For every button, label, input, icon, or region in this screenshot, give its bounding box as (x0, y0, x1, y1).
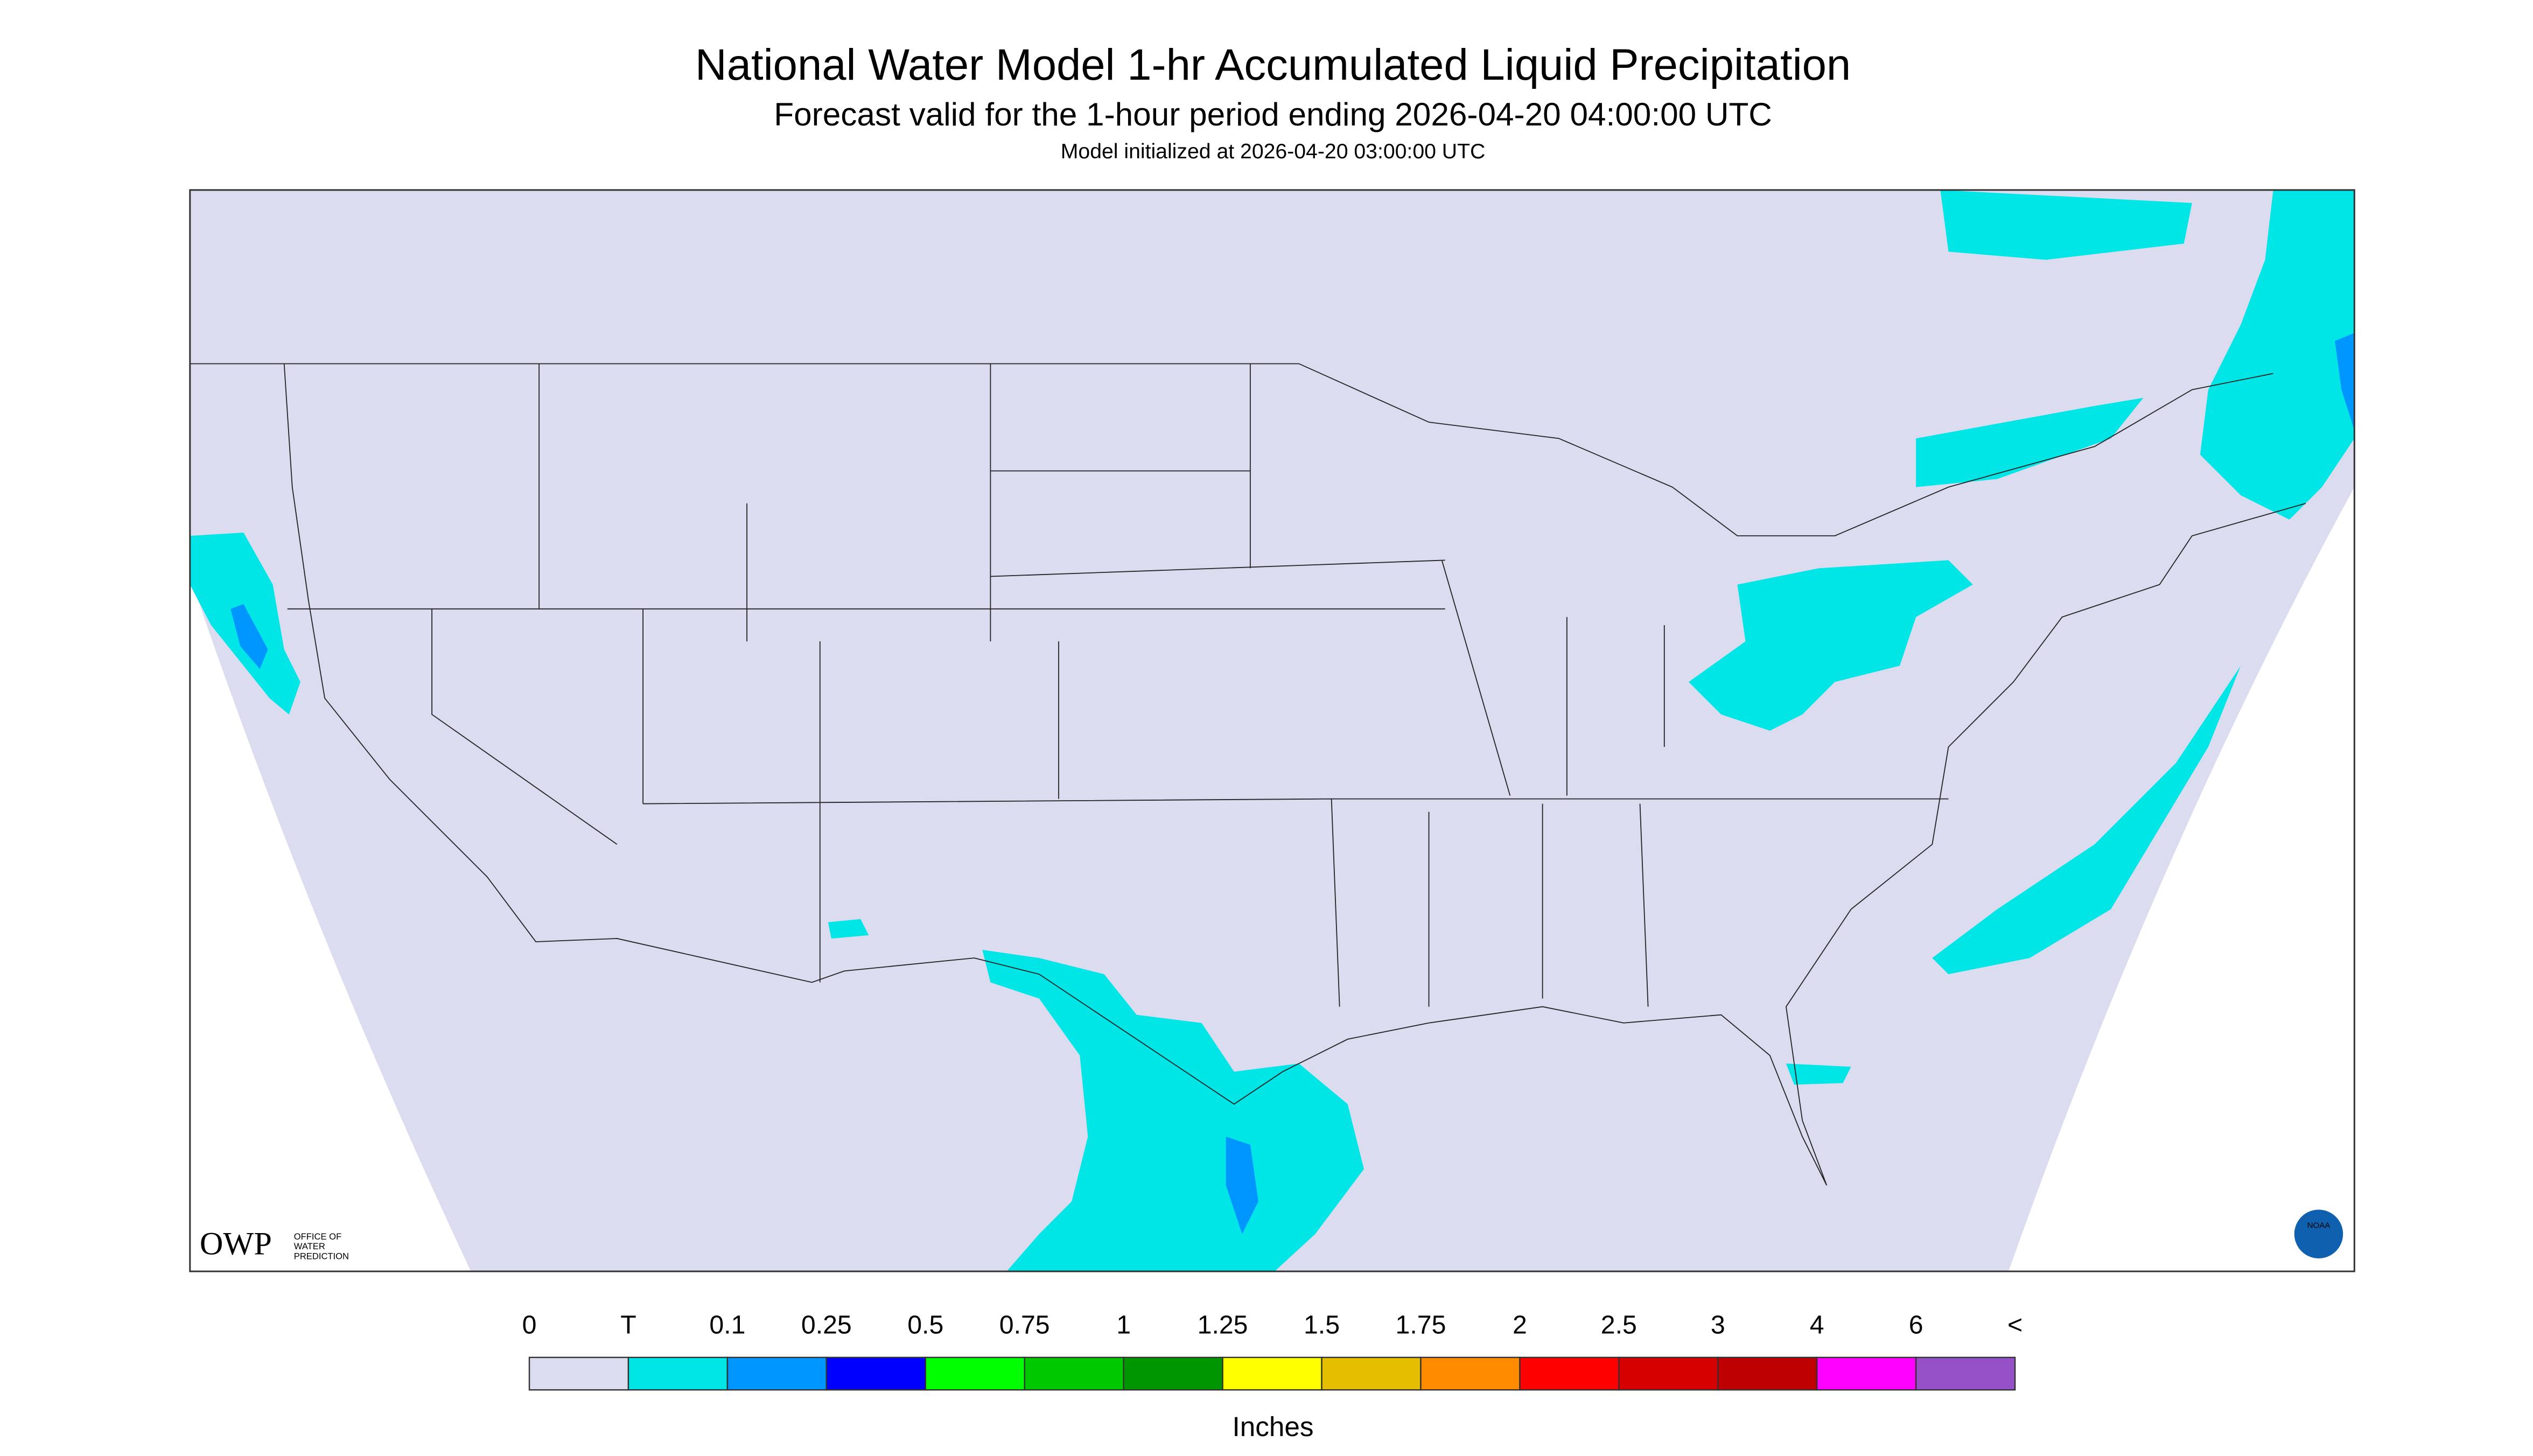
owp-logo: OWP (200, 1226, 272, 1262)
precip-area (2200, 190, 2355, 520)
legend-swatch (627, 1356, 729, 1391)
legend-swatch (1123, 1356, 1223, 1391)
legend: 0 T 0.1 0.25 0.5 0.75 1 1.25 1.5 1.75 2 2.5 3 4 6 < (522, 1310, 2023, 1391)
legend-unit: Inches (1233, 1411, 1314, 1442)
legend-swatch (528, 1356, 629, 1391)
model-domain (190, 190, 2355, 1272)
precip-area (1226, 1136, 1258, 1234)
legend-swatch (1420, 1356, 1521, 1391)
legend-label: 1.5 (1304, 1310, 1340, 1339)
legend-swatch (1519, 1356, 1620, 1391)
legend-label: 0.1 (709, 1310, 745, 1339)
precip-area (828, 919, 869, 939)
legend-swatch (1321, 1356, 1422, 1391)
precip-area (1689, 560, 1973, 731)
precip-area (1916, 397, 2144, 487)
legend-swatch (1024, 1356, 1124, 1391)
coastline (190, 363, 2306, 1186)
legend-label: 6 (1909, 1310, 1923, 1339)
legend-label: 1.25 (1198, 1310, 1248, 1339)
precip-area (982, 950, 1364, 1272)
precip-area (1786, 1063, 1851, 1085)
legend-label: 0.5 (907, 1310, 943, 1339)
precip-area (1940, 190, 2192, 260)
map-frame (189, 189, 2355, 1272)
border-line (1298, 363, 2273, 537)
precip-area (230, 604, 268, 669)
legend-swatch (925, 1356, 1025, 1391)
legend-label: 1.75 (1396, 1310, 1446, 1339)
legend-label: 3 (1711, 1310, 1725, 1339)
legend-label: 2 (1513, 1310, 1527, 1339)
legend-swatch (1222, 1356, 1323, 1391)
legend-label: 0.75 (999, 1310, 1050, 1339)
owp-name-line: PREDICTION (294, 1251, 349, 1261)
precipitation (190, 190, 2355, 1272)
legend-swatch (726, 1356, 828, 1391)
borders (190, 363, 2306, 1186)
noaa-logo-text: NOAA (2307, 1221, 2331, 1230)
legend-swatch (825, 1356, 926, 1391)
legend-swatch (1915, 1356, 2016, 1391)
legend-label: 2.5 (1601, 1310, 1637, 1339)
legend-label: 0 (522, 1310, 537, 1339)
legend-label: 1 (1116, 1310, 1131, 1339)
owp-name-line: WATER (294, 1241, 325, 1251)
legend-label: 4 (1810, 1310, 1824, 1339)
subtitle: Forecast valid for the 1-hour period end… (774, 96, 1772, 132)
precip-area (1932, 666, 2241, 975)
legend-swatch (1717, 1356, 1818, 1391)
legend-swatch (1618, 1356, 1719, 1391)
legend-label: T (620, 1310, 636, 1339)
state-line (287, 363, 1949, 1007)
precip-area (2335, 333, 2355, 431)
title: National Water Model 1-hr Accumulated Li… (695, 40, 1851, 89)
legend-label: < (2007, 1310, 2023, 1339)
owp-name-line: OFFICE OF (294, 1231, 341, 1242)
noaa-logo (2294, 1209, 2343, 1258)
legend-label: 0.25 (801, 1310, 852, 1339)
legend-swatch (1816, 1356, 1917, 1391)
init-note: Model initialized at 2026-04-20 03:00:00… (1061, 140, 1486, 163)
